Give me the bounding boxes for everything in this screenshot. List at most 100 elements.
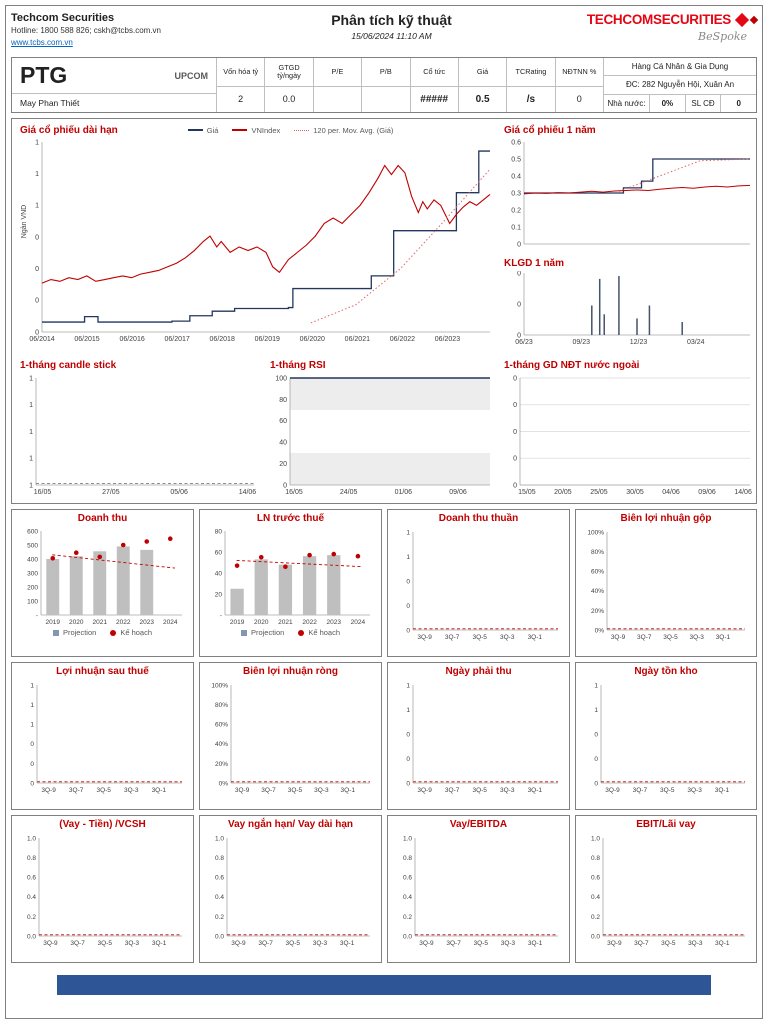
svg-text:0: 0 xyxy=(35,234,39,241)
svg-text:3Q-5: 3Q-5 xyxy=(98,940,113,947)
svg-text:0.4: 0.4 xyxy=(511,173,521,180)
chart-title: 1-tháng RSI xyxy=(270,359,326,371)
svg-text:1: 1 xyxy=(29,375,33,382)
chart-title: KLGD 1 năm xyxy=(504,257,565,269)
svg-text:1: 1 xyxy=(30,702,34,709)
exchange-label: UPCOM xyxy=(174,70,209,81)
svg-text:0.0: 0.0 xyxy=(403,933,412,940)
plot-canvas: 1 1 1 1 1 16/05 27/05 05/06 14/06 xyxy=(16,373,260,498)
svg-text:0.3: 0.3 xyxy=(511,190,521,197)
legend-label: Projection xyxy=(250,628,285,637)
chart-title: Giá cổ phiếu dài hạn xyxy=(20,124,118,136)
svg-text:0.6: 0.6 xyxy=(27,875,36,882)
svg-text:0.2: 0.2 xyxy=(511,207,521,214)
chart-title: EBIT/Lãi vay xyxy=(636,819,696,830)
svg-text:0: 0 xyxy=(517,332,521,339)
svg-text:0: 0 xyxy=(517,241,521,248)
svg-text:1: 1 xyxy=(406,554,410,561)
state-ownership-row: Nhà nước: 0% SL CĐ 0 xyxy=(604,94,756,112)
broker-hotline: Hotline: 1800 588 826; cskh@tcbs.com.vn xyxy=(11,26,161,35)
svg-text:60: 60 xyxy=(279,418,287,425)
svg-text:0.4: 0.4 xyxy=(591,894,600,901)
broker-website-link[interactable]: www.tcbs.com.vn xyxy=(11,38,73,47)
svg-text:12/23: 12/23 xyxy=(630,339,648,346)
svg-text:400: 400 xyxy=(27,556,38,563)
metric-header: P/B xyxy=(362,58,411,87)
svg-text:3Q-7: 3Q-7 xyxy=(69,787,84,794)
chart-title: Lợi nhuận sau thuế xyxy=(56,666,149,677)
price-line-swatch xyxy=(187,129,203,131)
address: ĐC: 282 Nguyễn Hội, Xuân An xyxy=(604,76,756,95)
svg-text:0.1: 0.1 xyxy=(511,224,521,231)
metric-value: 0.5 xyxy=(459,86,508,112)
svg-text:3Q-7: 3Q-7 xyxy=(634,940,649,947)
svg-text:100: 100 xyxy=(275,375,287,382)
svg-text:1.0: 1.0 xyxy=(215,835,224,842)
svg-text:16/05: 16/05 xyxy=(34,489,52,496)
svg-text:3Q-3: 3Q-3 xyxy=(125,940,140,947)
chart-bien-loi-nhuan-gop: Biên lợi nhuận gộp 100% 80% 60% 40% 20% 0% 3Q-… xyxy=(575,509,757,657)
svg-text:0.2: 0.2 xyxy=(215,914,224,921)
chart-one-month-candlestick: 1-tháng candle stick 1 1 1 1 1 16/05 27/05 05/0… xyxy=(16,357,260,501)
chart-ebit-lai-vay: EBIT/Lãi vay 1.0 0.8 0.6 0.4 0.2 0.0 3Q-9 3Q-7 3… xyxy=(575,815,757,963)
svg-text:0: 0 xyxy=(406,756,410,763)
plot-canvas: 1 1 0 0 0 3Q-9 3Q-7 3Q-5 3Q-3 3Q-1 xyxy=(579,679,753,795)
svg-text:0: 0 xyxy=(406,603,410,610)
chart-legend: Giá VNIndex 120 per. Mov. Avg. (Giá) xyxy=(187,126,393,135)
chart-one-month-foreign-trading: 1-tháng GD NĐT nước ngoài 0 0 0 0 0 15/05 20/0… xyxy=(500,357,756,501)
metric-value: 2 xyxy=(217,86,266,112)
chart-head: KLGD 1 năm xyxy=(500,255,756,271)
svg-text:2023: 2023 xyxy=(327,619,342,626)
svg-text:2024: 2024 xyxy=(163,619,178,626)
svg-text:1: 1 xyxy=(29,456,33,463)
svg-text:0: 0 xyxy=(35,298,39,305)
svg-text:3Q-3: 3Q-3 xyxy=(689,634,704,641)
report-title-block: Phân tích kỹ thuật 15/06/2024 11:10 AM xyxy=(236,12,547,41)
svg-text:0: 0 xyxy=(30,761,34,768)
svg-text:0: 0 xyxy=(35,266,39,273)
shareholder-count-label: SL CĐ xyxy=(684,94,721,112)
svg-text:0.8: 0.8 xyxy=(591,855,600,862)
legend-item: 120 per. Mov. Avg. (Giá) xyxy=(294,126,393,135)
svg-text:0.8: 0.8 xyxy=(215,855,224,862)
svg-text:0: 0 xyxy=(513,456,517,463)
chart-title: LN trước thuế xyxy=(256,513,325,524)
svg-text:-: - xyxy=(36,612,38,619)
svg-text:0: 0 xyxy=(594,780,598,787)
svg-text:2019: 2019 xyxy=(230,619,245,626)
svg-text:3Q-1: 3Q-1 xyxy=(528,940,543,947)
svg-text:20%: 20% xyxy=(591,608,604,615)
svg-text:500: 500 xyxy=(27,542,38,549)
chart-title: Giá cổ phiếu 1 năm xyxy=(504,124,596,136)
shareholder-count-value: 0 xyxy=(720,94,756,112)
svg-text:200: 200 xyxy=(27,584,38,591)
stock-info-table: PTG UPCOM May Phan Thiết Vốn hóa tỷ GTGD… xyxy=(11,57,757,113)
svg-text:06/2022: 06/2022 xyxy=(390,336,415,343)
metric-header: TCRating xyxy=(507,58,556,87)
metric-header: GTGD tỷ/ngày xyxy=(265,58,314,87)
svg-text:1: 1 xyxy=(29,429,33,436)
metric-header: Vốn hóa tỷ xyxy=(217,58,266,87)
legend-label: Projection xyxy=(62,628,97,637)
chart-ngay-ton-kho: Ngày tồn kho 1 1 0 0 0 3Q-9 3Q-7 3Q-5 3Q-3 3Q-1 xyxy=(575,662,757,810)
svg-text:0: 0 xyxy=(513,482,517,489)
svg-text:1: 1 xyxy=(594,707,598,714)
svg-text:3Q-7: 3Q-7 xyxy=(445,634,460,641)
svg-text:09/06: 09/06 xyxy=(449,489,467,496)
svg-text:3Q-9: 3Q-9 xyxy=(417,787,432,794)
svg-text:0.6: 0.6 xyxy=(215,875,224,882)
svg-text:0: 0 xyxy=(30,780,34,787)
chart-head: Giá cổ phiếu dài hạn Giá VNIndex 120 per… xyxy=(16,122,498,138)
svg-text:0.6: 0.6 xyxy=(591,875,600,882)
chart-ngay-phai-thu: Ngày phải thu 1 1 0 0 0 3Q-9 3Q-7 3Q-5 3Q-3 3Q-1 xyxy=(387,662,570,810)
svg-text:100%: 100% xyxy=(211,682,228,689)
state-value: 0% xyxy=(649,94,685,112)
svg-text:0%: 0% xyxy=(595,627,605,634)
svg-text:80: 80 xyxy=(279,397,287,404)
svg-text:0: 0 xyxy=(513,429,517,436)
svg-text:1: 1 xyxy=(406,682,410,689)
vnindex-line-swatch xyxy=(232,129,248,131)
svg-text:3Q-5: 3Q-5 xyxy=(663,634,678,641)
svg-text:3Q-5: 3Q-5 xyxy=(661,940,676,947)
legend-label: 120 per. Mov. Avg. (Giá) xyxy=(313,125,394,135)
